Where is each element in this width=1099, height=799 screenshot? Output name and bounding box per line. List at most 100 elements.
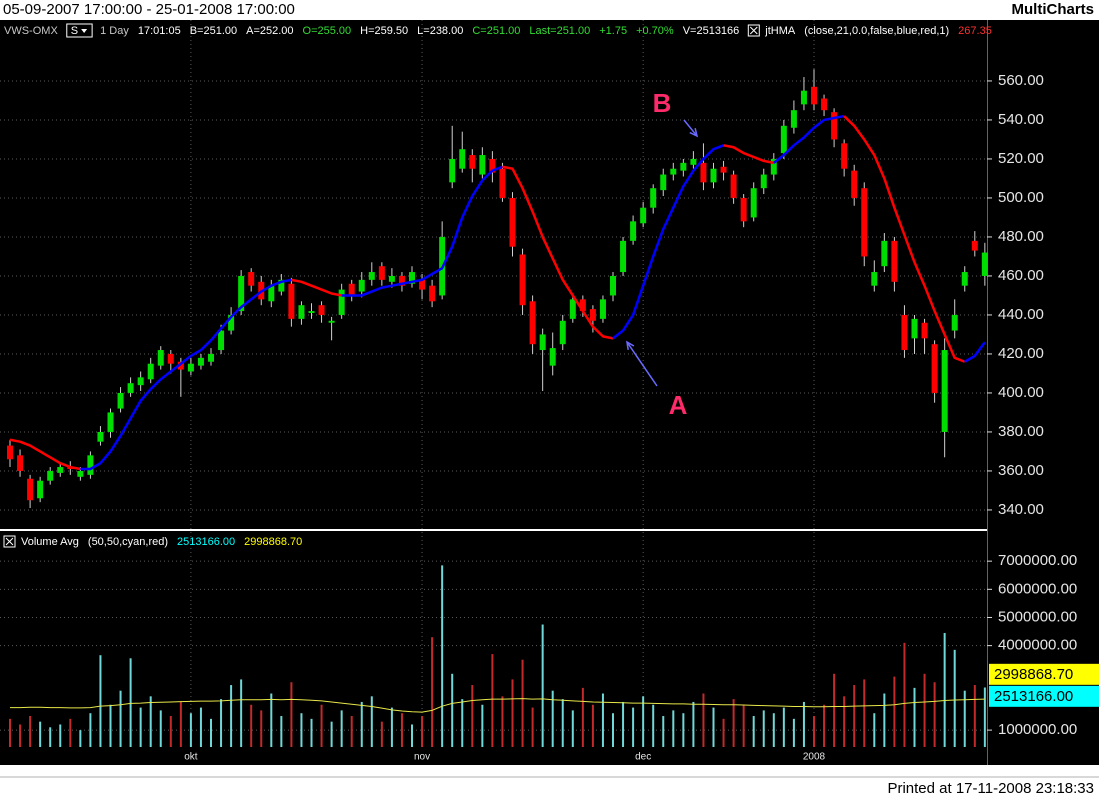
volume-bar — [220, 699, 223, 747]
y-tick-label: 460.00 — [998, 267, 1044, 284]
candle-body — [97, 431, 104, 442]
volume-bar — [722, 718, 725, 747]
candle-body — [821, 98, 828, 111]
candle-body — [871, 272, 878, 286]
value-marker-label: 2998868.70 — [994, 666, 1073, 683]
volume-bar — [642, 696, 645, 747]
volume-bar — [109, 704, 112, 747]
legend-text: 17:01:05 — [138, 25, 181, 37]
volume-bar — [471, 685, 474, 747]
volume-bar — [853, 685, 856, 747]
candle-body — [449, 158, 456, 183]
volume-bar — [953, 649, 956, 747]
annotation: A — [669, 390, 688, 420]
x-tick-label: dec — [635, 752, 651, 763]
candle-body — [107, 412, 114, 432]
candle-body — [167, 353, 174, 364]
volume-bar — [340, 710, 343, 747]
volume-bar — [360, 701, 363, 747]
footer-bar — [0, 765, 1099, 799]
volume-bar — [692, 701, 695, 747]
y-tick-label: 520.00 — [998, 150, 1044, 167]
candle-body — [489, 158, 496, 173]
volume-bar — [350, 716, 353, 747]
legend-text: V=2513166 — [683, 25, 740, 37]
candle-body — [87, 455, 94, 475]
volume-bar — [652, 704, 655, 747]
y-tick-label: 380.00 — [998, 423, 1044, 440]
candle-body — [700, 162, 707, 183]
chart-background — [0, 20, 1099, 765]
volume-bar — [380, 721, 383, 747]
candle-body — [218, 330, 225, 351]
volume-bar — [561, 699, 564, 747]
annotation-arrow — [683, 119, 698, 137]
volume-bar — [129, 658, 132, 747]
volume-bar — [682, 713, 685, 747]
dropdown — [66, 23, 93, 38]
plot-layer: okt nov dec 2008 340.00 360.00 380.00 400.00 420… — [0, 20, 1099, 763]
volume-bar — [99, 655, 102, 747]
volume-bar — [19, 724, 22, 747]
value-marker-label: 2513166.00 — [994, 688, 1073, 705]
volume-bar — [843, 696, 846, 747]
candle-body — [37, 480, 44, 499]
y-tick-label: 480.00 — [998, 228, 1044, 245]
legend-text: O=255.00 — [303, 25, 352, 37]
candle-body — [298, 305, 305, 319]
candle-body — [941, 350, 948, 432]
legend-text: B=251.00 — [190, 25, 237, 37]
candle-body — [680, 162, 687, 171]
volume-bar — [792, 718, 795, 747]
checkbox-mark — [5, 537, 14, 546]
volume-bar — [782, 707, 785, 747]
volume-bar — [210, 718, 212, 747]
candle-body — [429, 285, 436, 302]
volume-bar — [89, 713, 92, 747]
candle-body — [117, 392, 124, 409]
volume-bar — [411, 724, 413, 747]
volume-bar — [772, 713, 775, 747]
legend-text: VWS-OMX — [4, 25, 58, 37]
candle-body — [137, 377, 144, 386]
volume-bar — [521, 659, 524, 747]
volume-bar — [320, 704, 323, 747]
hma-line — [341, 165, 503, 297]
candle-body — [650, 188, 657, 208]
candle-body — [790, 110, 797, 128]
volume-bar — [893, 676, 896, 747]
volume-bar — [863, 679, 866, 747]
y-tick-label: 420.00 — [998, 345, 1044, 362]
volume-bar — [280, 716, 283, 747]
volume-bar — [179, 701, 182, 747]
candle-body — [841, 143, 848, 169]
volume-bar — [702, 693, 705, 747]
volume-bar — [672, 710, 675, 747]
y-tick-label: 500.00 — [998, 189, 1044, 206]
volume-bar — [571, 710, 574, 747]
candle-body — [147, 363, 154, 380]
volume-bar — [752, 716, 755, 747]
candle-body — [509, 197, 516, 247]
annotation: B — [653, 88, 672, 118]
candle-body — [780, 125, 787, 154]
volume-bar — [230, 685, 233, 747]
candle-body — [157, 350, 164, 366]
x-tick-label: nov — [414, 752, 430, 763]
app-name: MultiCharts — [1012, 1, 1095, 18]
y-tick-label: 360.00 — [998, 462, 1044, 479]
candle-body — [831, 112, 838, 140]
candle-body — [981, 252, 988, 276]
candle-body — [670, 168, 677, 175]
date-range: 05-09-2007 17:00:00 - 25-01-2008 17:00:0… — [3, 1, 295, 18]
volume-bar — [913, 687, 916, 747]
candle-body — [690, 158, 697, 165]
volume-bar — [491, 654, 494, 747]
legend-text: 1 Day — [100, 25, 129, 37]
y-tick-label: 6000000.00 — [998, 580, 1077, 597]
volume-bar — [632, 707, 635, 747]
legend-text: +1.75 — [599, 25, 627, 37]
volume-bar — [69, 718, 72, 747]
